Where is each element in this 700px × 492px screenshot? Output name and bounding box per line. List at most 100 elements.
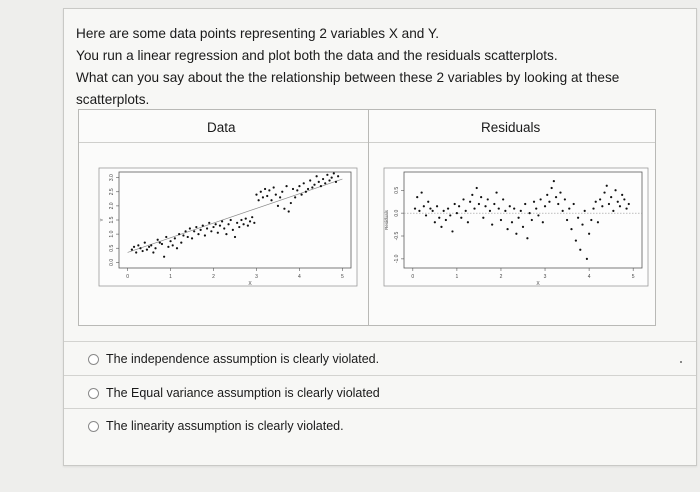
question-line-4: scatterplots. (76, 92, 150, 107)
data-point (221, 220, 224, 223)
data-point (238, 225, 241, 229)
data-point (539, 198, 542, 201)
data-point (561, 209, 564, 212)
data-point (248, 220, 252, 223)
data-point (173, 237, 176, 240)
data-point (150, 244, 153, 247)
data-point (455, 212, 458, 215)
x-axis-label: X (536, 281, 540, 287)
data-point (574, 239, 577, 242)
radio-button[interactable] (88, 387, 99, 399)
data-point (246, 224, 249, 227)
data-point (167, 245, 170, 248)
data-point (515, 232, 518, 235)
x-tick-label: 3 (544, 274, 547, 280)
data-point (137, 244, 140, 247)
data-point (431, 209, 434, 212)
y-tick-label: 1.0 (109, 230, 115, 237)
data-point (491, 223, 494, 226)
data-point (203, 234, 207, 237)
data-point (306, 187, 310, 191)
data-point (195, 225, 198, 229)
y-tick-label: -0.5 (394, 231, 400, 240)
y-axis-label: Y (99, 218, 104, 221)
data-point (281, 190, 284, 193)
data-point (225, 233, 228, 236)
y-tick-label: 0.5 (394, 187, 400, 194)
data-point (621, 193, 624, 196)
y-tick-label: -1.0 (394, 254, 400, 263)
data-point (583, 209, 586, 212)
data-panel-title: Data (207, 120, 236, 135)
data-point (208, 221, 211, 224)
option-linearity[interactable]: The linearity assumption is clearly viol… (88, 419, 344, 433)
data-point (291, 187, 295, 191)
data-point (330, 176, 333, 179)
data-point (510, 221, 514, 224)
data-point (268, 189, 271, 192)
data-point (154, 247, 157, 250)
data-point (261, 196, 265, 199)
data-point (152, 251, 155, 254)
data-point (169, 240, 172, 243)
data-point (186, 235, 189, 239)
data-point (188, 227, 191, 230)
data-point (603, 191, 606, 194)
data-point (446, 207, 450, 210)
plot-area (403, 171, 643, 269)
option-independence[interactable]: The independence assumption is clearly v… (88, 352, 379, 366)
data-point (279, 196, 282, 199)
data-point (163, 255, 166, 258)
divider (64, 408, 696, 409)
data-point (532, 200, 536, 203)
data-point (548, 200, 551, 203)
data-point (416, 196, 419, 199)
data-point (165, 235, 168, 239)
data-point (588, 232, 591, 235)
data-point (453, 202, 456, 206)
data-point (519, 209, 522, 212)
data-point (535, 207, 538, 210)
data-point (486, 198, 489, 201)
x-tick-label: 0 (126, 274, 129, 280)
data-point (457, 205, 461, 208)
data-point (216, 231, 219, 234)
data-point (464, 209, 467, 212)
data-point (139, 247, 142, 250)
divider (64, 341, 696, 342)
radio-button[interactable] (88, 353, 99, 365)
data-point (579, 248, 582, 251)
data-point (499, 218, 503, 222)
data-point (590, 218, 593, 222)
data-point (143, 241, 146, 244)
data-point (607, 202, 611, 206)
data-point (557, 202, 560, 206)
data-point (517, 216, 520, 219)
data-point (229, 218, 232, 222)
x-tick-label: 5 (632, 274, 635, 280)
data-point (324, 182, 327, 185)
data-point (326, 173, 329, 176)
data-point (223, 227, 226, 230)
data-point (218, 224, 222, 227)
option-equal-variance[interactable]: The Equal variance assumption is clearly… (88, 386, 380, 400)
data-point (471, 193, 474, 196)
x-tick-label: 4 (588, 274, 591, 280)
data-point (184, 230, 187, 233)
data-point (427, 200, 430, 203)
data-point (193, 230, 196, 233)
data-point (596, 221, 600, 224)
data-point (302, 182, 305, 185)
data-point (201, 224, 204, 227)
data-point (541, 221, 544, 224)
x-axis-label: X (248, 281, 252, 287)
data-point (332, 172, 335, 175)
radio-button[interactable] (88, 420, 99, 432)
data-point (319, 185, 323, 188)
data-point (199, 228, 202, 231)
data-point (266, 194, 269, 198)
y-tick-label: 3.0 (109, 174, 115, 181)
data-point (313, 183, 316, 186)
data-point (334, 180, 338, 183)
data-point (462, 198, 465, 201)
